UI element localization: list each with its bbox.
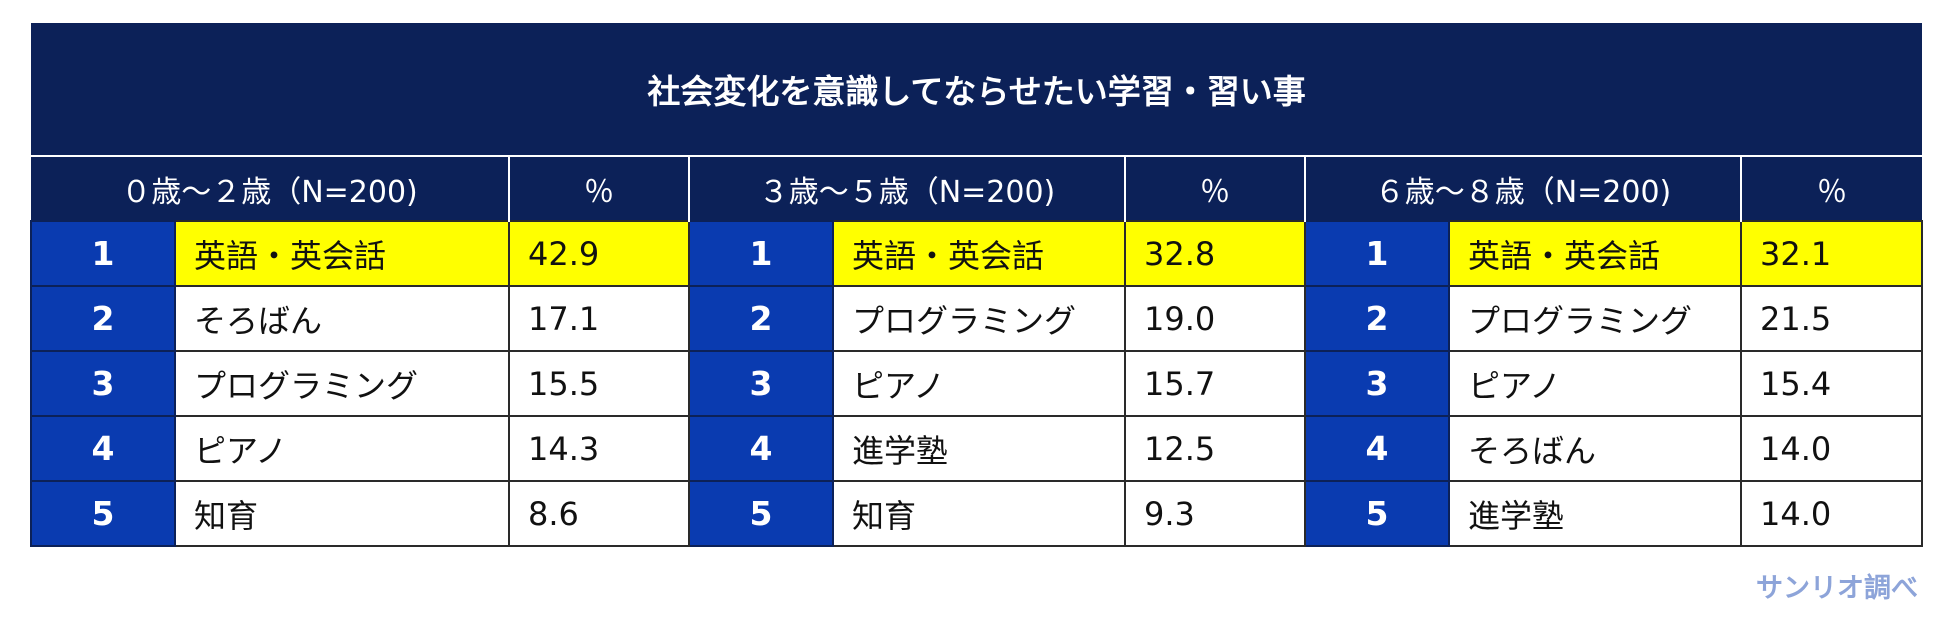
header-row: ０歳～２歳（N=200) ％ ３歳～５歳（N=200) ％ ６歳～８歳（N=20… <box>31 156 1923 221</box>
item-cell: ピアノ <box>174 415 510 482</box>
rank-cell: 3 <box>1304 350 1450 417</box>
item-cell: 知育 <box>174 480 510 547</box>
rank-cell: 1 <box>688 220 834 287</box>
rank-cell: 5 <box>1304 480 1450 547</box>
percent-value-cell: 15.4 <box>1739 350 1924 417</box>
percent-value-cell: 21.5 <box>1739 285 1924 352</box>
rank-cell: 1 <box>30 220 176 287</box>
item-cell: ピアノ <box>832 350 1126 417</box>
rank-cell: 2 <box>1304 285 1450 352</box>
percent-header-3-5: ％ <box>1125 156 1306 221</box>
table-row: 4 ピアノ 14.3 4 進学塾 12.5 4 そろばん 14.0 <box>30 415 1924 482</box>
rank-cell: 4 <box>1304 415 1450 482</box>
item-cell: 進学塾 <box>1448 480 1742 547</box>
percent-value-cell: 12.5 <box>1124 415 1306 482</box>
item-cell: そろばん <box>174 285 510 352</box>
rank-cell: 3 <box>688 350 834 417</box>
percent-value-cell: 32.1 <box>1739 220 1924 287</box>
source-note: サンリオ調べ <box>1756 573 1918 604</box>
age-group-header-6-8: ６歳～８歳（N=200) <box>1305 156 1742 221</box>
table-row: 5 知育 8.6 5 知育 9.3 5 進学塾 14.0 <box>30 480 1924 547</box>
table-row: 1 英語・英会話 42.9 1 英語・英会話 32.8 1 英語・英会話 32.1 <box>30 220 1924 287</box>
rank-cell: 3 <box>30 350 176 417</box>
item-cell: ピアノ <box>1448 350 1742 417</box>
table-row: 2 そろばん 17.1 2 プログラミング 19.0 2 プログラミング 21.5 <box>30 285 1924 352</box>
percent-header-0-2: ％ <box>509 156 690 221</box>
item-cell: プログラミング <box>832 285 1126 352</box>
percent-value-cell: 42.9 <box>508 220 690 287</box>
item-cell: 英語・英会話 <box>832 220 1126 287</box>
age-group-header-3-5: ３歳～５歳（N=200) <box>689 156 1126 221</box>
rank-cell: 5 <box>688 480 834 547</box>
item-cell: 知育 <box>832 480 1126 547</box>
item-cell: プログラミング <box>1448 285 1742 352</box>
percent-value-cell: 32.8 <box>1124 220 1306 287</box>
rank-cell: 4 <box>688 415 834 482</box>
rank-cell: 2 <box>688 285 834 352</box>
title-row: 社会変化を意識してならせたい学習・習い事 <box>31 23 1923 157</box>
item-cell: 進学塾 <box>832 415 1126 482</box>
item-cell: プログラミング <box>174 350 510 417</box>
rank-cell: 5 <box>30 480 176 547</box>
rank-cell: 1 <box>1304 220 1450 287</box>
percent-value-cell: 19.0 <box>1124 285 1306 352</box>
ranking-table: 社会変化を意識してならせたい学習・習い事 ０歳～２歳（N=200) ％ ３歳～５… <box>30 23 1924 547</box>
percent-value-cell: 14.0 <box>1739 480 1924 547</box>
rank-cell: 2 <box>30 285 176 352</box>
percent-value-cell: 8.6 <box>508 480 690 547</box>
table-title: 社会変化を意識してならせたい学習・習い事 <box>31 23 1923 157</box>
item-cell: 英語・英会話 <box>174 220 510 287</box>
item-cell: 英語・英会話 <box>1448 220 1742 287</box>
percent-value-cell: 17.1 <box>508 285 690 352</box>
percent-value-cell: 14.0 <box>1739 415 1924 482</box>
percent-value-cell: 15.7 <box>1124 350 1306 417</box>
rank-cell: 4 <box>30 415 176 482</box>
percent-value-cell: 14.3 <box>508 415 690 482</box>
percent-header-6-8: ％ <box>1741 156 1923 221</box>
table-row: 3 プログラミング 15.5 3 ピアノ 15.7 3 ピアノ 15.4 <box>30 350 1924 417</box>
percent-value-cell: 15.5 <box>508 350 690 417</box>
item-cell: そろばん <box>1448 415 1742 482</box>
percent-value-cell: 9.3 <box>1124 480 1306 547</box>
age-group-header-0-2: ０歳～２歳（N=200) <box>31 156 510 221</box>
